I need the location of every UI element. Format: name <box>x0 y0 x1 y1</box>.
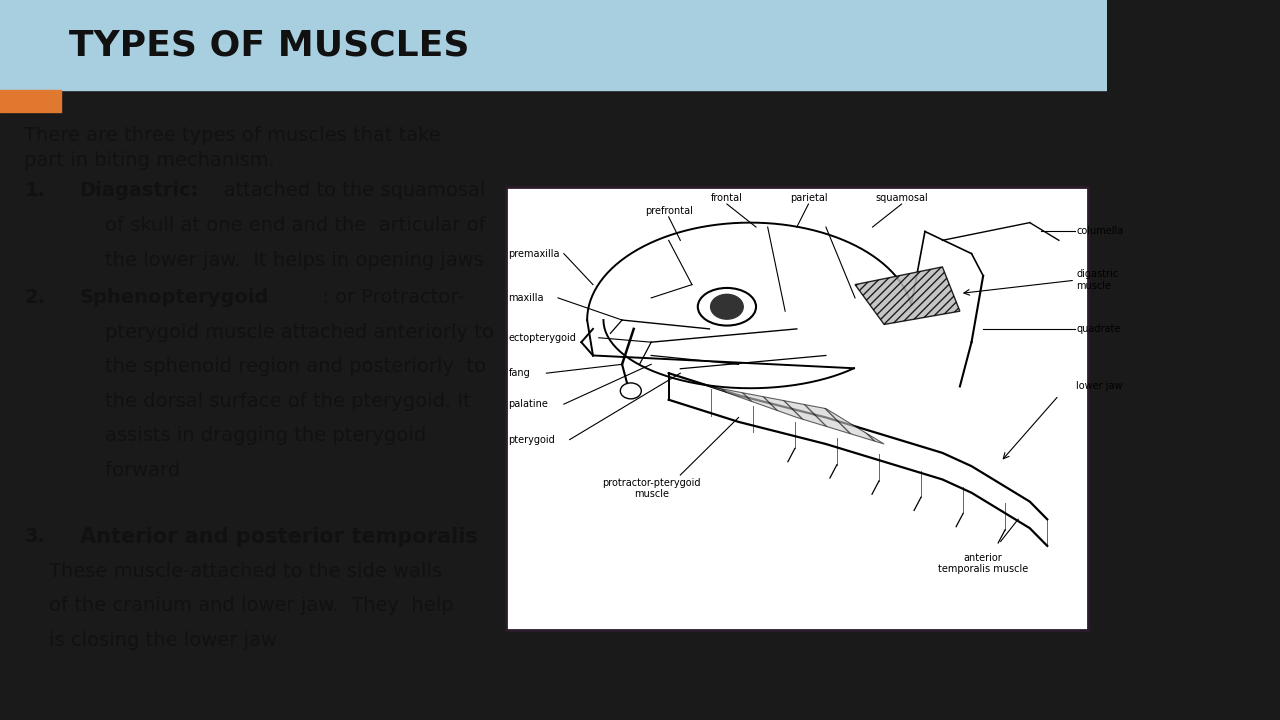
Text: digastric
muscle: digastric muscle <box>1076 269 1119 291</box>
Ellipse shape <box>698 288 756 325</box>
Text: assists in dragging the pterygoid: assists in dragging the pterygoid <box>79 426 426 445</box>
Text: premaxilla: premaxilla <box>508 248 561 258</box>
Text: fang: fang <box>508 368 530 378</box>
Text: protractor-pterygoid
muscle: protractor-pterygoid muscle <box>602 477 700 499</box>
Circle shape <box>710 294 744 319</box>
Text: is closing the lower jaw: is closing the lower jaw <box>24 631 278 649</box>
Text: 1.: 1. <box>24 181 45 200</box>
Text: part in biting mechanism.: part in biting mechanism. <box>24 151 275 170</box>
Text: the lower jaw.  It helps in opening jaws: the lower jaw. It helps in opening jaws <box>79 251 484 269</box>
Text: parietal: parietal <box>790 193 827 203</box>
Text: Sphenopterygoid: Sphenopterygoid <box>79 288 269 307</box>
Text: 2.: 2. <box>24 288 45 307</box>
Text: There are three types of muscles that take: There are three types of muscles that ta… <box>24 126 442 145</box>
Text: maxilla: maxilla <box>508 293 544 303</box>
Text: palatine: palatine <box>508 399 548 409</box>
Circle shape <box>621 383 641 399</box>
Text: pterygoid: pterygoid <box>508 435 556 444</box>
Text: Anterior and posterior temporalis: Anterior and posterior temporalis <box>79 527 477 547</box>
Polygon shape <box>709 387 884 444</box>
Text: lower jaw: lower jaw <box>1076 382 1123 392</box>
Bar <box>0 90 61 112</box>
Text: TYPES OF MUSCLES: TYPES OF MUSCLES <box>69 28 470 63</box>
Text: prefrontal: prefrontal <box>645 206 692 216</box>
Text: forward: forward <box>79 461 180 480</box>
Text: the dorsal surface of the pterygoid. It: the dorsal surface of the pterygoid. It <box>79 392 471 410</box>
Polygon shape <box>855 267 960 325</box>
Text: attached to the squamosal: attached to the squamosal <box>205 181 485 200</box>
Text: of the cranium and lower jaw.  They  help: of the cranium and lower jaw. They help <box>24 596 454 615</box>
Text: of skull at one end and the  articular of: of skull at one end and the articular of <box>79 216 485 235</box>
Text: quadrate: quadrate <box>1076 324 1121 334</box>
Bar <box>0 0 1107 90</box>
Text: : or Protractor-: : or Protractor- <box>316 288 463 307</box>
Text: These muscle-attached to the side walls: These muscle-attached to the side walls <box>24 562 443 580</box>
Text: Diagastric:: Diagastric: <box>79 181 200 200</box>
Text: squamosal: squamosal <box>876 193 928 203</box>
Text: the sphenoid region and posteriorly  to: the sphenoid region and posteriorly to <box>79 357 486 376</box>
Text: ectopterygoid: ectopterygoid <box>508 333 576 343</box>
Text: 3.: 3. <box>24 527 45 546</box>
Text: anterior
temporalis muscle: anterior temporalis muscle <box>938 553 1028 575</box>
Text: frontal: frontal <box>710 193 742 203</box>
Text: pterygoid muscle attached anteriorly to: pterygoid muscle attached anteriorly to <box>79 323 494 341</box>
Text: columella: columella <box>1076 227 1124 236</box>
